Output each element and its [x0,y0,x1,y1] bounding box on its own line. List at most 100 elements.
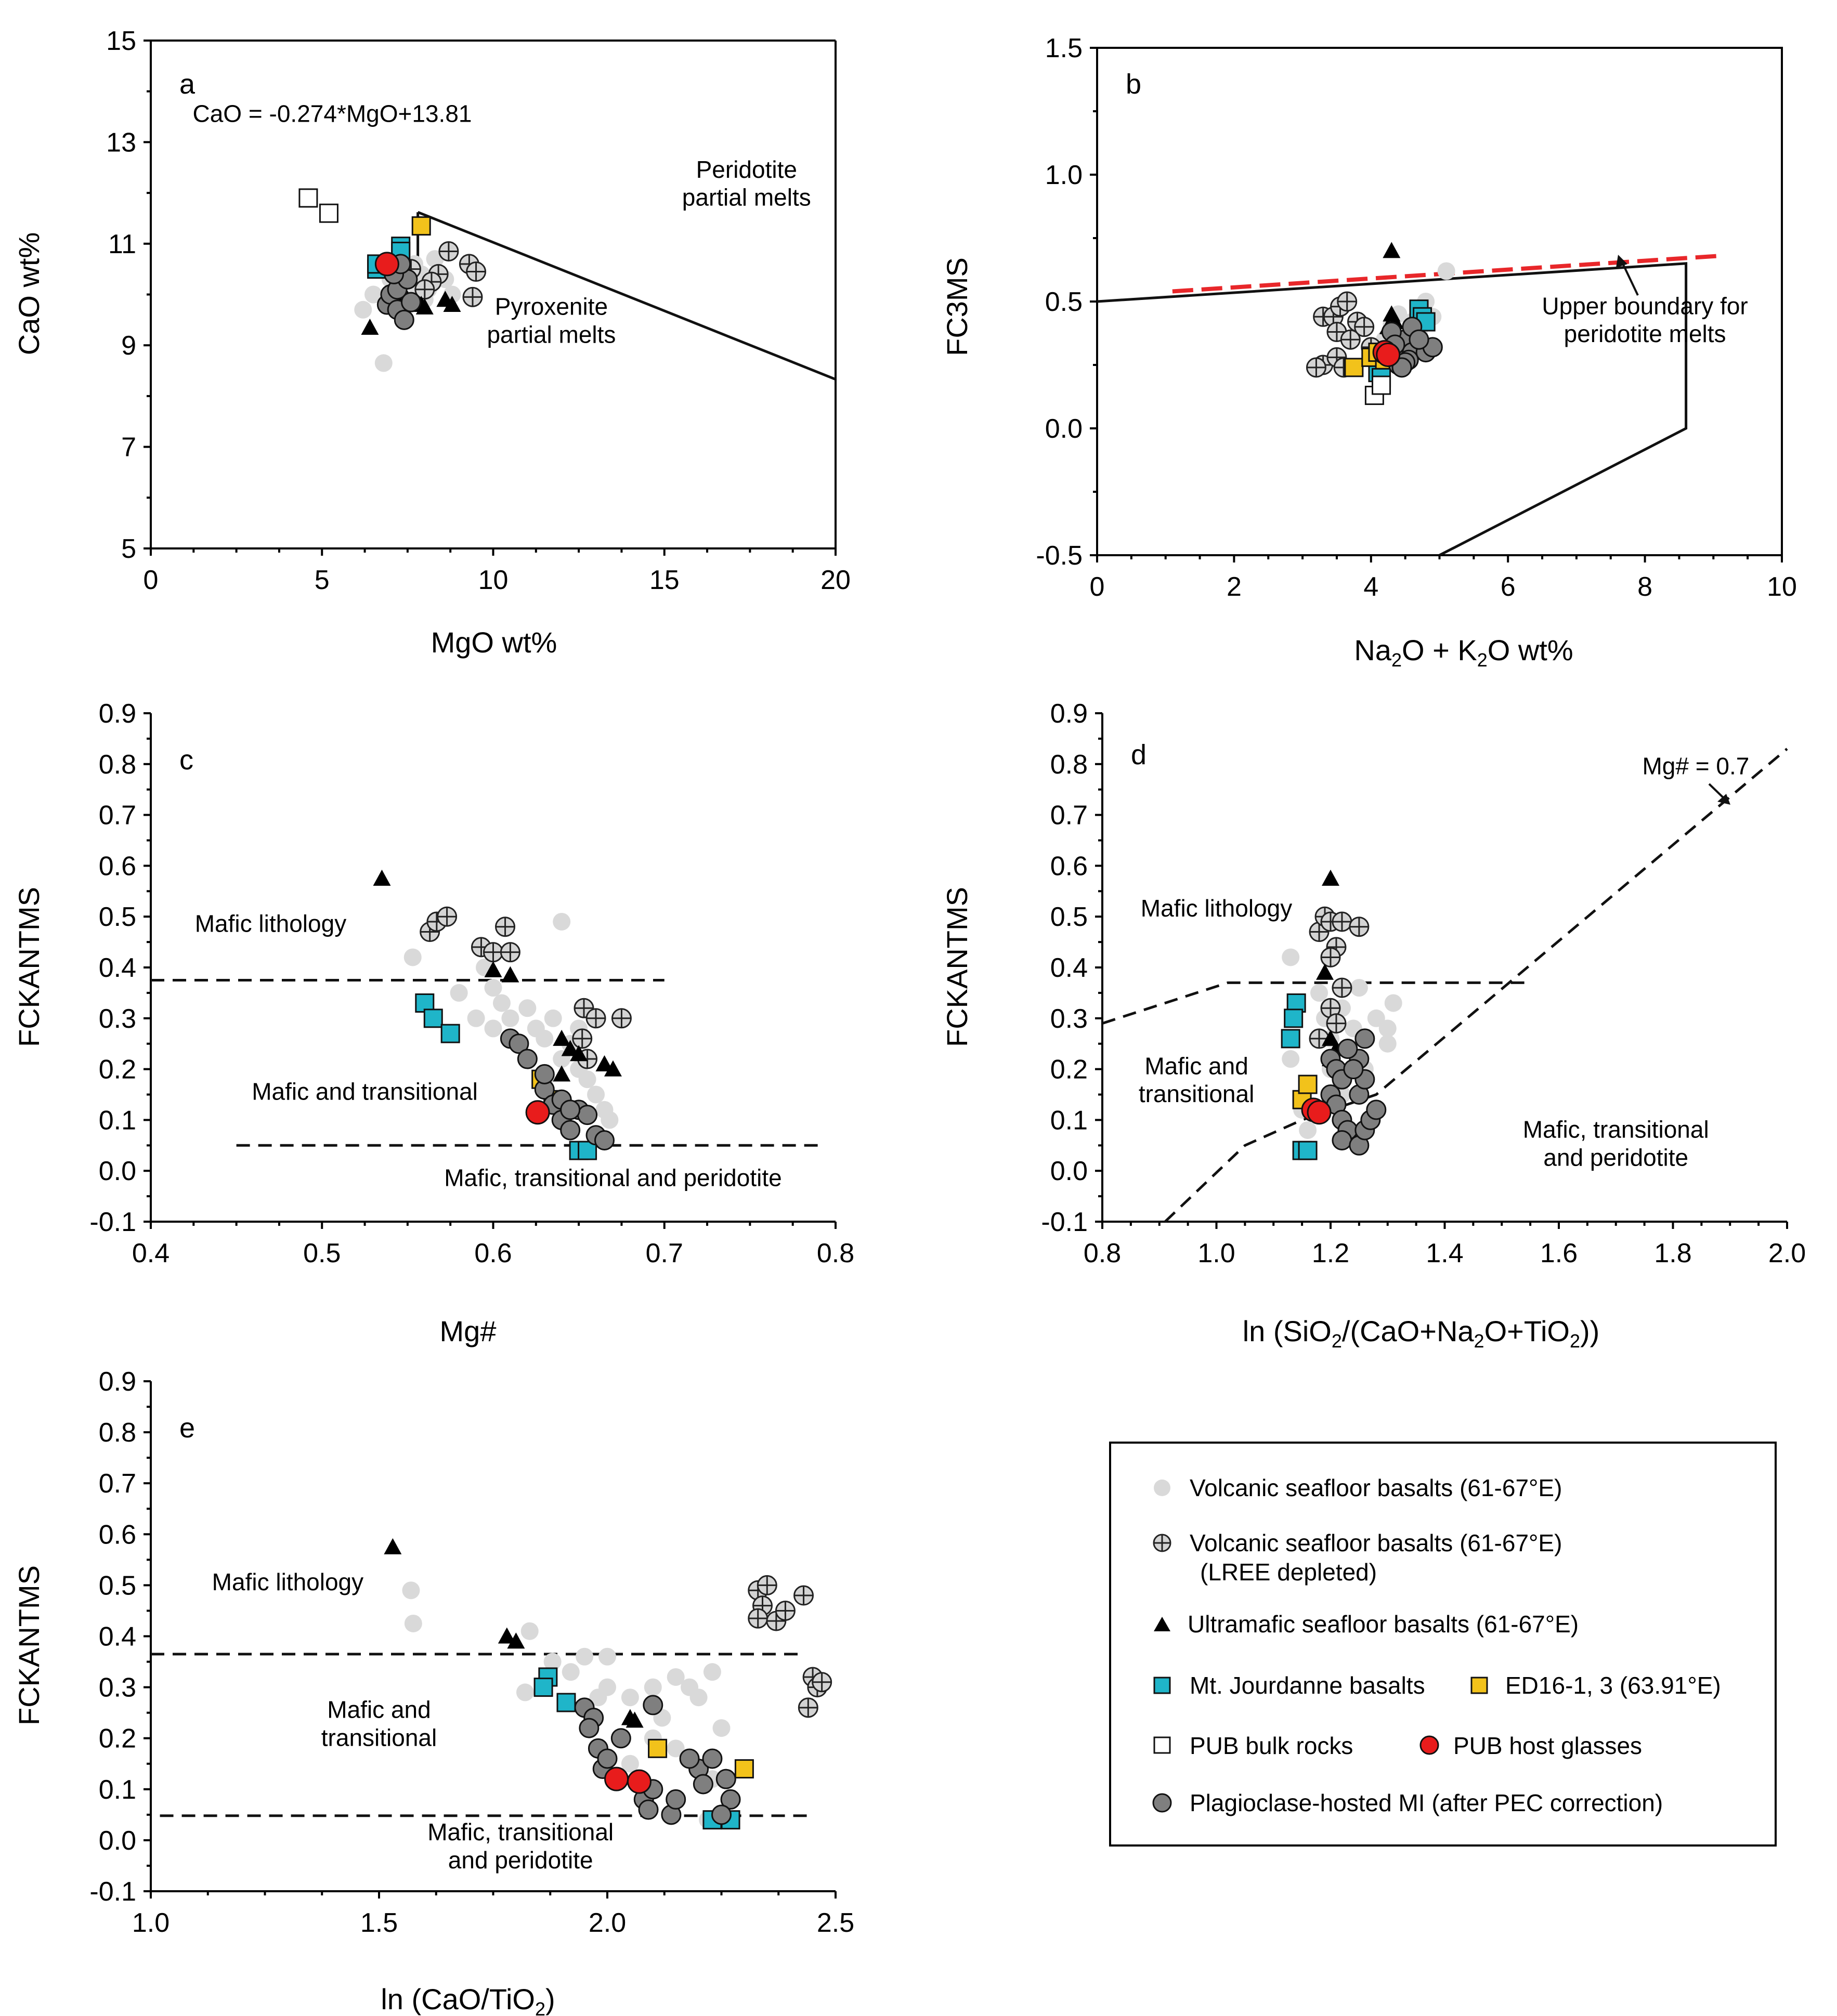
panel-c-annotation-1: Mafic and transitional [252,1078,478,1105]
panel-b-xtick-label-1: 2 [1227,572,1242,602]
panel-c-ytick-label-1: 0.0 [99,1156,136,1186]
panel-c-ytick-label-9: 0.8 [99,750,136,780]
panel-e-ytick-label-8: 0.7 [99,1469,136,1499]
panel-a-annotation-3: Pyroxenite [495,293,608,320]
panel-e-ytick-label-2: 0.1 [99,1775,136,1805]
d-volcanic-point-8 [1367,1009,1385,1027]
e-pub_glass-point-1 [627,1769,652,1794]
c-lree_depleted-point-8 [585,1008,606,1029]
c-volcanic-point-2 [467,1009,485,1027]
legend-item-mi: Plagioclase-hosted MI (after PEC correct… [1152,1789,1663,1816]
c-pub_glass-point-0 [525,1100,550,1125]
b-lree_depleted-point-11 [1354,317,1375,337]
panel-b: Na2O + K2O wt% FC3MS 0 2 4 6 8 10 -0.5 0.0 0.5 1.… [941,33,1797,671]
e-mi-point-15 [715,1769,736,1789]
c-volcanic-point-9 [536,1029,554,1048]
panel-b-annotation-0: Upper boundary for [1542,292,1748,319]
e-mi-point-16 [720,1789,741,1810]
panel-a-ytick-label-4: 13 [106,127,136,158]
panel-a-ytick-label-1: 7 [121,433,136,463]
panel-b-ytick-label-4: 1.5 [1045,33,1083,63]
e-volcanic-point-13 [703,1663,721,1681]
b-volcanic-point-7 [1437,262,1455,280]
legend-pub-bulk-marker [1153,1736,1171,1754]
panel-d-letter: d [1131,739,1147,770]
e-mi-point-8 [638,1799,659,1820]
legend-item-ultramafic: Ultramafic seafloor basalts (61-67°E) [1154,1611,1579,1638]
panel-e-xtick-label-3: 2.5 [817,1908,854,1938]
d-mi-point-17 [1343,1059,1364,1080]
panel-e-ytick-label-7: 0.6 [99,1520,136,1550]
panel-e-ytick-label-3: 0.2 [99,1724,136,1754]
panel-b-line-0 [1097,262,1688,557]
panel-c-ytick-label-2: 0.1 [99,1105,136,1135]
c-mi-point-8 [577,1105,598,1125]
e-lree_depleted-point-6 [793,1585,814,1606]
legend: Volcanic seafloor basalts (61-67°E) Volc… [1109,1442,1777,1847]
d-volcanic-point-2 [1310,984,1328,1002]
panel-d-ytick-label-6: 0.5 [1050,902,1088,932]
panel-d-annotation-1: Mafic lithology [1141,895,1292,922]
e-ed16-point-0 [648,1738,668,1758]
legend-pub-glass-marker [1419,1735,1439,1755]
e-mi-point-5 [597,1748,618,1769]
a-ultramafic-point-4 [436,291,454,307]
a-ultramafic-point-0 [361,319,379,335]
c-lree_depleted-point-5 [495,917,516,937]
panel-d: ln (SiO2/(CaO+Na2O+TiO2)) FCKANTMS 0.8 1.… [941,699,1806,1352]
a-ed16-point-0 [411,216,431,236]
panel-c-ylabel: FCKANTMS [12,887,45,1047]
panel-b-ytick-label-2: 0.5 [1045,287,1083,317]
panel-b-arrowhead [1616,255,1627,268]
panel-e-annotation-0: Mafic lithology [212,1568,363,1595]
panel-d-ytick-label-3: 0.2 [1050,1055,1088,1085]
d-mt_jourdanne-point-2 [1281,1029,1300,1049]
e-volcanic-point-9 [644,1678,662,1696]
legend-volcanic-label: Volcanic seafloor basalts (61-67°E) [1190,1474,1562,1501]
panel-a-line-0 [417,211,836,381]
panel-b-xtick-label-4: 8 [1637,572,1652,602]
e-ultramafic-point-2 [507,1632,525,1649]
legend-mi-label: Plagioclase-hosted MI (after PEC correct… [1190,1789,1663,1816]
panel-b-xlabel: Na2O + K2O wt% [1354,634,1573,671]
panel-a-xtick-label-1: 5 [315,565,330,595]
b-lree_depleted-point-4 [1326,322,1347,343]
e-volcanic-point-4 [543,1653,562,1671]
b-lree_depleted-point-9 [1340,329,1361,350]
panel-a-ytick-label-2: 9 [121,331,136,361]
panel-b-annotation-arrow [1621,262,1639,296]
panel-d-ytick-label-10: 0.9 [1050,699,1088,729]
legend-ed16-marker [1470,1677,1488,1694]
e-lree_depleted-point-1 [757,1575,777,1595]
legend-lree-label-1: Volcanic seafloor basalts (61-67°E) [1190,1529,1562,1556]
d-ultramafic-point-0 [1322,869,1339,886]
panel-d-ytick-label-7: 0.6 [1050,851,1088,881]
panel-d-xtick-label-6: 2.0 [1768,1238,1806,1268]
panel-c-annotation-2: Mafic, transitional and peridotite [444,1164,781,1192]
e-pub_glass-point-0 [604,1766,629,1791]
e-volcanic-point-21 [589,1688,607,1707]
e-volcanic-point-14 [712,1719,731,1737]
panel-d-xtick-label-1: 1.0 [1197,1238,1235,1268]
e-mi-point-18 [679,1748,700,1769]
e-mt_jourdanne-point-1 [533,1678,553,1697]
legend-pub-glass-label: PUB host glasses [1453,1732,1642,1759]
panel-c-xtick-label-1: 0.5 [303,1238,341,1268]
legend-ed16-label: ED16-1, 3 (63.91°E) [1505,1672,1721,1699]
panel-c-ytick-label-3: 0.2 [99,1055,136,1085]
panel-c-ytick-label-4: 0.3 [99,1004,136,1034]
d-lree_depleted-point-0 [1309,922,1330,942]
panel-d-xtick-label-0: 0.8 [1084,1238,1121,1268]
legend-ultramafic-marker [1154,1617,1170,1631]
c-volcanic-point-19 [484,979,502,997]
panel-d-line-0 [1102,981,1531,1025]
panel-d-annotation-4: Mafic, transitional [1523,1116,1709,1143]
e-volcanic-point-8 [621,1688,639,1707]
panel-d-xtick-label-2: 1.2 [1312,1238,1349,1268]
d-volcanic-point-10 [1384,994,1402,1012]
e-volcanic-point-3 [520,1622,539,1640]
panel-d-ytick-label-8: 0.7 [1050,801,1088,831]
e-mi-point-2 [579,1718,600,1738]
